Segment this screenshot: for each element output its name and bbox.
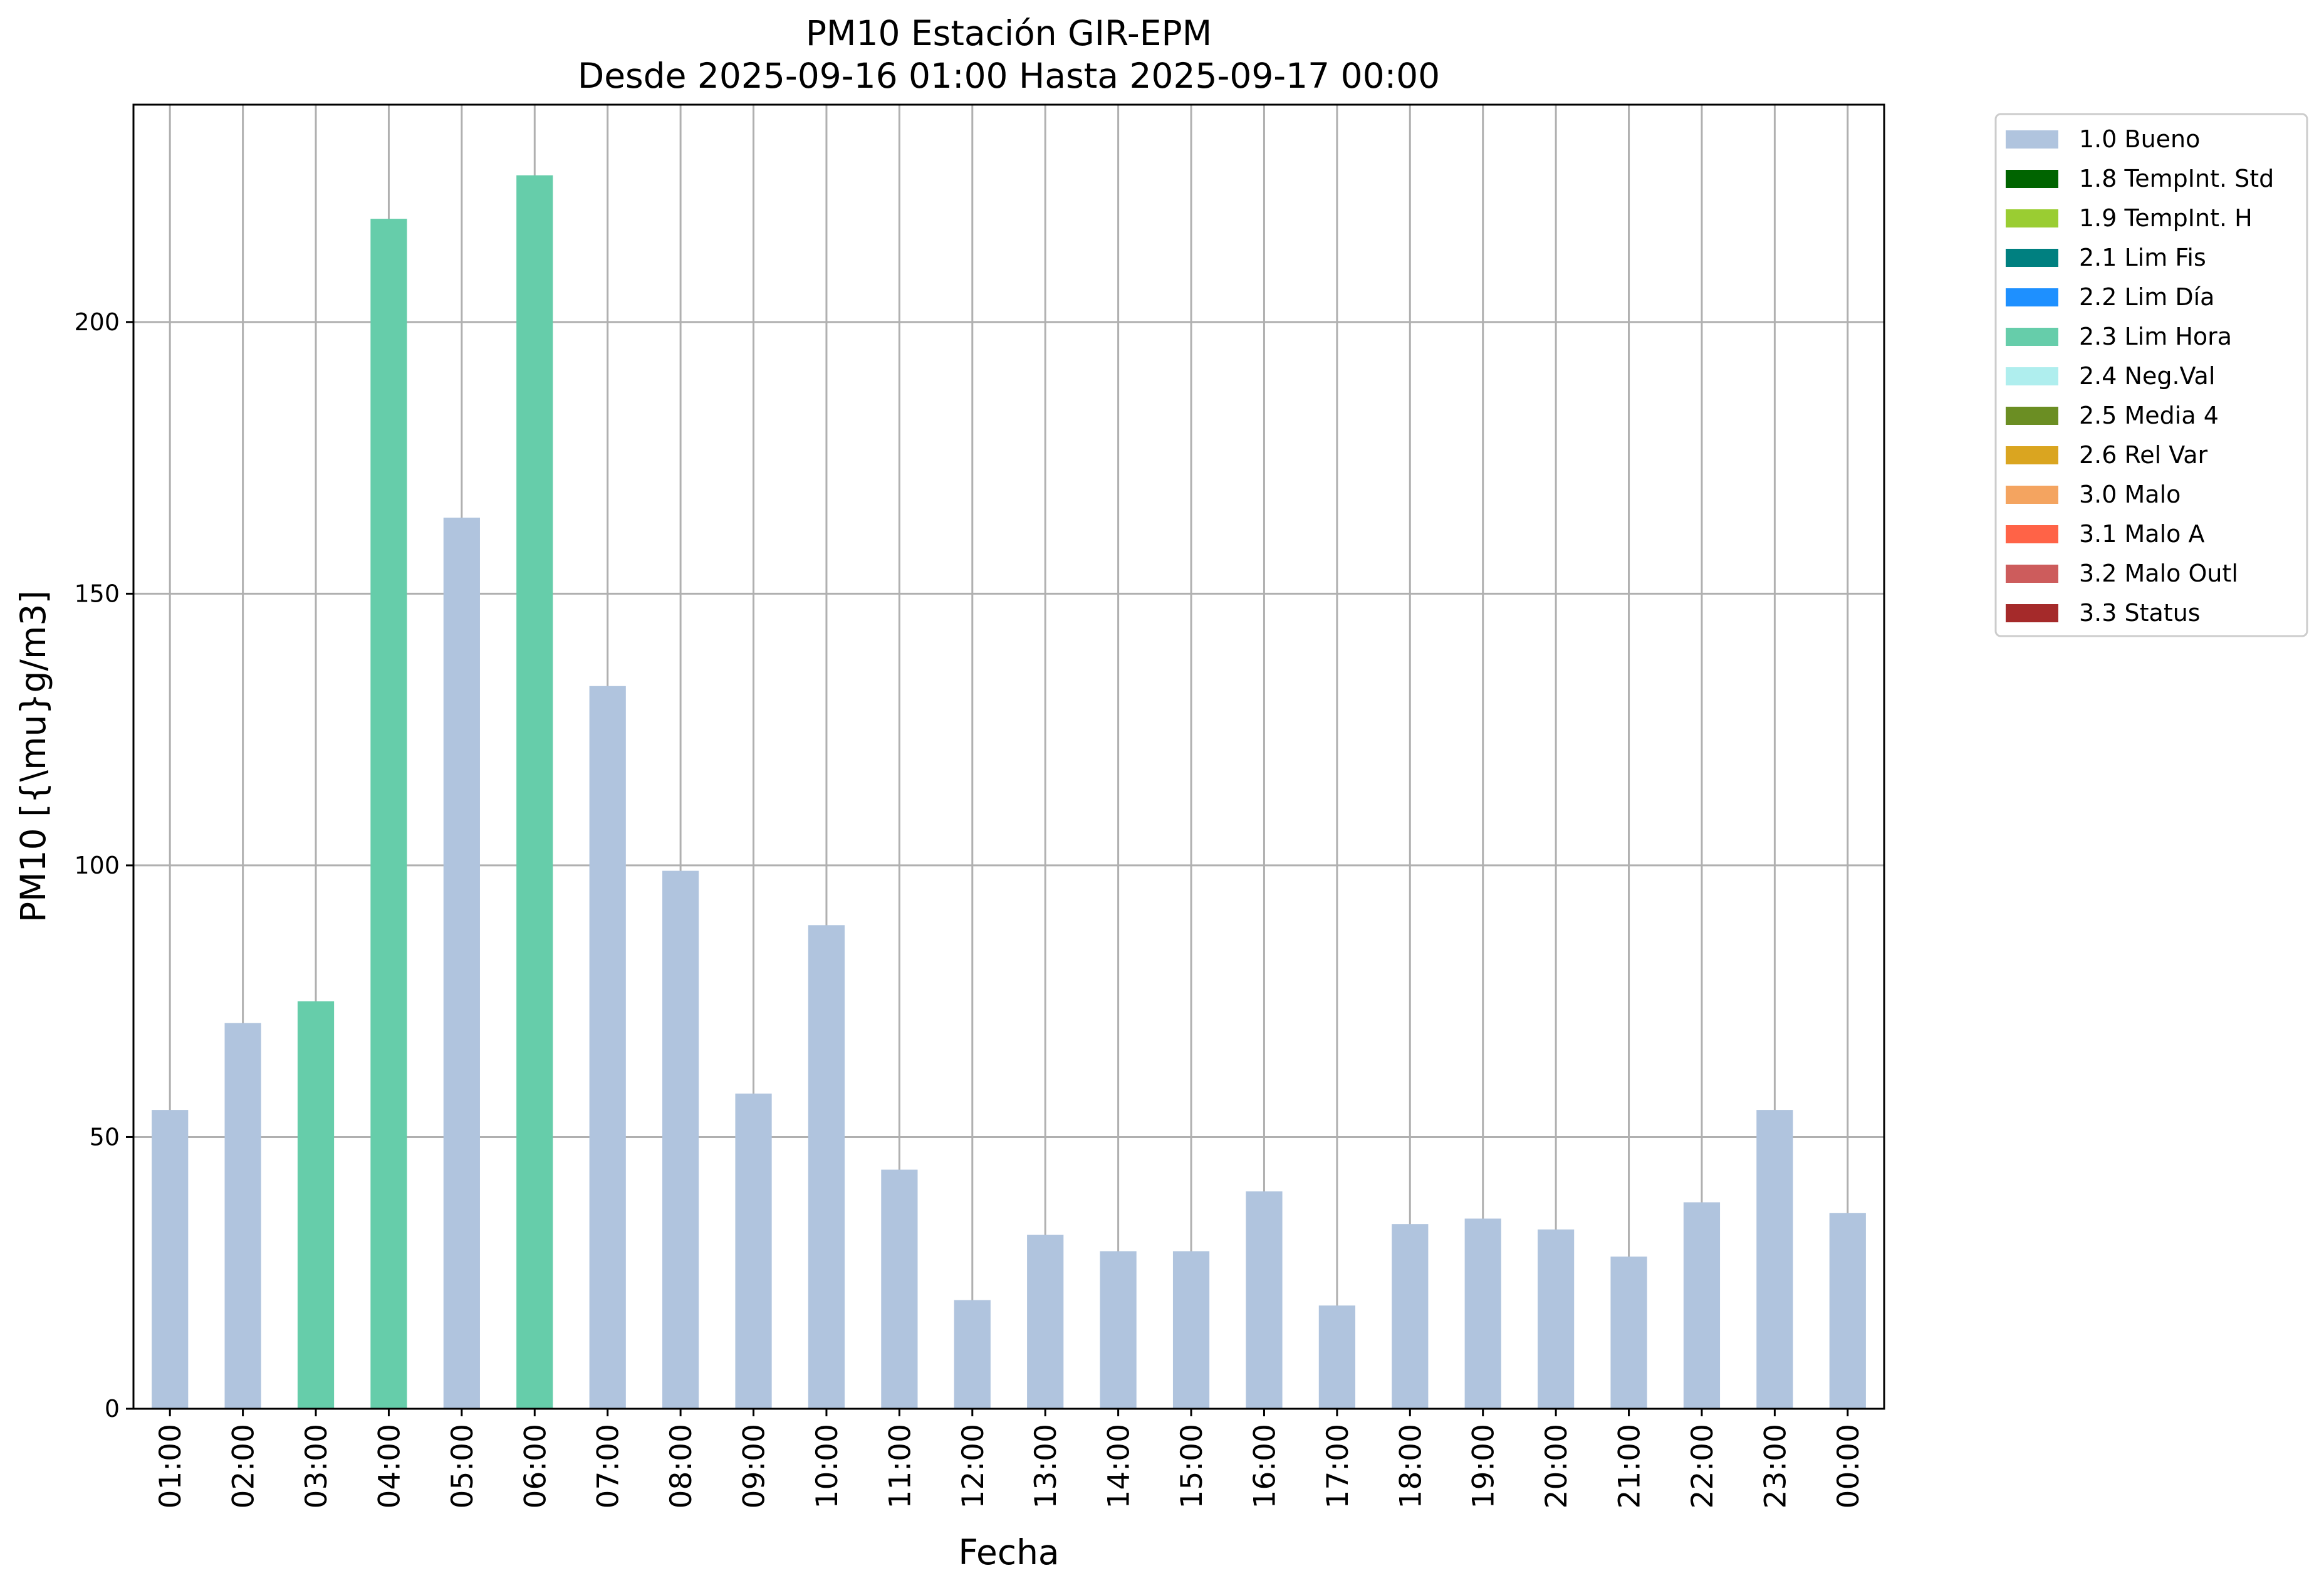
bar-1000 <box>808 925 845 1409</box>
legend-swatch <box>2006 486 2058 504</box>
plot-frame <box>132 103 1885 1410</box>
x-tick-label: 04:00 <box>372 1424 407 1508</box>
x-tick-label: 11:00 <box>883 1424 917 1508</box>
legend-label: 2.4 Neg.Val <box>2079 362 2215 390</box>
bar-1400 <box>1100 1251 1137 1409</box>
y-tick-label: 150 <box>74 580 120 607</box>
x-tick-label: 16:00 <box>1248 1424 1282 1508</box>
legend-swatch <box>2006 249 2058 267</box>
y-axis-label: PM10 [{\mu}g/m3] <box>13 590 53 922</box>
y-tick-label: 200 <box>74 308 120 336</box>
x-tick-label: 06:00 <box>518 1424 553 1508</box>
bar-0400 <box>370 219 407 1409</box>
bar-0900 <box>735 1094 772 1409</box>
x-tick-label: 18:00 <box>1394 1424 1428 1508</box>
y-axis: 0 50 100 150 200 <box>74 308 133 1423</box>
legend-swatch <box>2006 446 2058 464</box>
x-tick-label: 17:00 <box>1321 1424 1355 1508</box>
legend-swatch <box>2006 604 2058 622</box>
legend-swatch <box>2006 525 2058 543</box>
bar-1300 <box>1027 1235 1064 1409</box>
bar-0700 <box>589 686 626 1409</box>
x-tick-label: 01:00 <box>154 1424 188 1508</box>
legend-label: 3.2 Malo Outl <box>2079 560 2238 587</box>
legend-label: 3.3 Status <box>2079 599 2201 627</box>
legend-swatch <box>2006 407 2058 425</box>
bar-1600 <box>1246 1191 1283 1409</box>
bar-2300 <box>1756 1110 1793 1409</box>
legend-swatch <box>2006 170 2058 188</box>
bars <box>152 175 1866 1409</box>
x-axis-label: Fecha <box>958 1532 1059 1572</box>
bar-0300 <box>297 1001 335 1409</box>
x-tick-label: 12:00 <box>956 1424 991 1508</box>
x-tick-label: 19:00 <box>1467 1424 1501 1508</box>
legend-label: 1.8 TempInt. Std <box>2079 165 2274 192</box>
y-tick-label: 50 <box>90 1123 120 1151</box>
legend-label: 3.1 Malo A <box>2079 520 2204 548</box>
bar-0500 <box>443 517 480 1409</box>
y-tick-label: 0 <box>105 1395 120 1423</box>
bar-0000 <box>1829 1213 1866 1409</box>
legend-label: 2.3 Lim Hora <box>2079 323 2232 350</box>
bar-1800 <box>1392 1224 1429 1409</box>
legend-label: 1.0 Bueno <box>2079 125 2200 153</box>
bar-1900 <box>1464 1218 1501 1409</box>
chart-title: PM10 Estación GIR-EPM <box>806 13 1212 53</box>
x-tick-label: 03:00 <box>300 1424 334 1508</box>
x-tick-label: 10:00 <box>810 1424 845 1508</box>
x-tick-label: 22:00 <box>1686 1424 1720 1508</box>
x-tick-label: 08:00 <box>664 1424 699 1508</box>
x-tick-label: 02:00 <box>227 1424 261 1508</box>
x-tick-label: 05:00 <box>446 1424 480 1508</box>
legend-swatch <box>2006 328 2058 346</box>
legend-label: 2.5 Media 4 <box>2079 402 2219 429</box>
chart-subtitle: Desde 2025-09-16 01:00 Hasta 2025-09-17 … <box>578 56 1440 96</box>
x-tick-label: 00:00 <box>1832 1424 1866 1508</box>
legend-label: 2.6 Rel Var <box>2079 441 2208 469</box>
legend-label: 2.1 Lim Fis <box>2079 244 2206 271</box>
legend-swatch <box>2006 209 2058 227</box>
legend: 1.0 Bueno 1.8 TempInt. Std 1.9 TempInt. H 2… <box>1994 113 2308 637</box>
bar-2200 <box>1683 1202 1721 1409</box>
x-tick-label: 23:00 <box>1758 1424 1793 1508</box>
x-tick-label: 20:00 <box>1540 1424 1574 1508</box>
legend-swatch <box>2006 130 2058 149</box>
bar-2000 <box>1538 1229 1575 1409</box>
legend-swatch <box>2006 288 2058 306</box>
bar-1500 <box>1172 1251 1210 1409</box>
legend-label: 3.0 Malo <box>2079 481 2181 508</box>
legend-box <box>1994 113 2308 637</box>
x-axis: 01:00 02:00 03:00 04:00 05:00 06:00 07:00 08:00… <box>154 1409 1866 1508</box>
bar-1100 <box>881 1169 918 1409</box>
x-tick-label: 07:00 <box>591 1424 626 1508</box>
x-tick-label: 15:00 <box>1175 1424 1209 1508</box>
bar-0100 <box>152 1110 189 1409</box>
bar-0200 <box>224 1023 261 1409</box>
x-tick-label: 13:00 <box>1029 1424 1063 1508</box>
bar-2100 <box>1610 1256 1647 1409</box>
x-tick-label: 09:00 <box>737 1424 772 1508</box>
bar-1700 <box>1318 1305 1355 1409</box>
x-tick-label: 21:00 <box>1613 1424 1647 1508</box>
y-tick-label: 100 <box>74 852 120 879</box>
x-tick-label: 14:00 <box>1102 1424 1137 1508</box>
bar-1200 <box>954 1300 991 1409</box>
bar-0600 <box>516 175 553 1409</box>
legend-label: 2.2 Lim Día <box>2079 283 2214 311</box>
legend-swatch <box>2006 367 2058 385</box>
legend-swatch <box>2006 565 2058 583</box>
bar-0800 <box>662 870 699 1409</box>
legend-label: 1.9 TempInt. H <box>2079 204 2253 232</box>
